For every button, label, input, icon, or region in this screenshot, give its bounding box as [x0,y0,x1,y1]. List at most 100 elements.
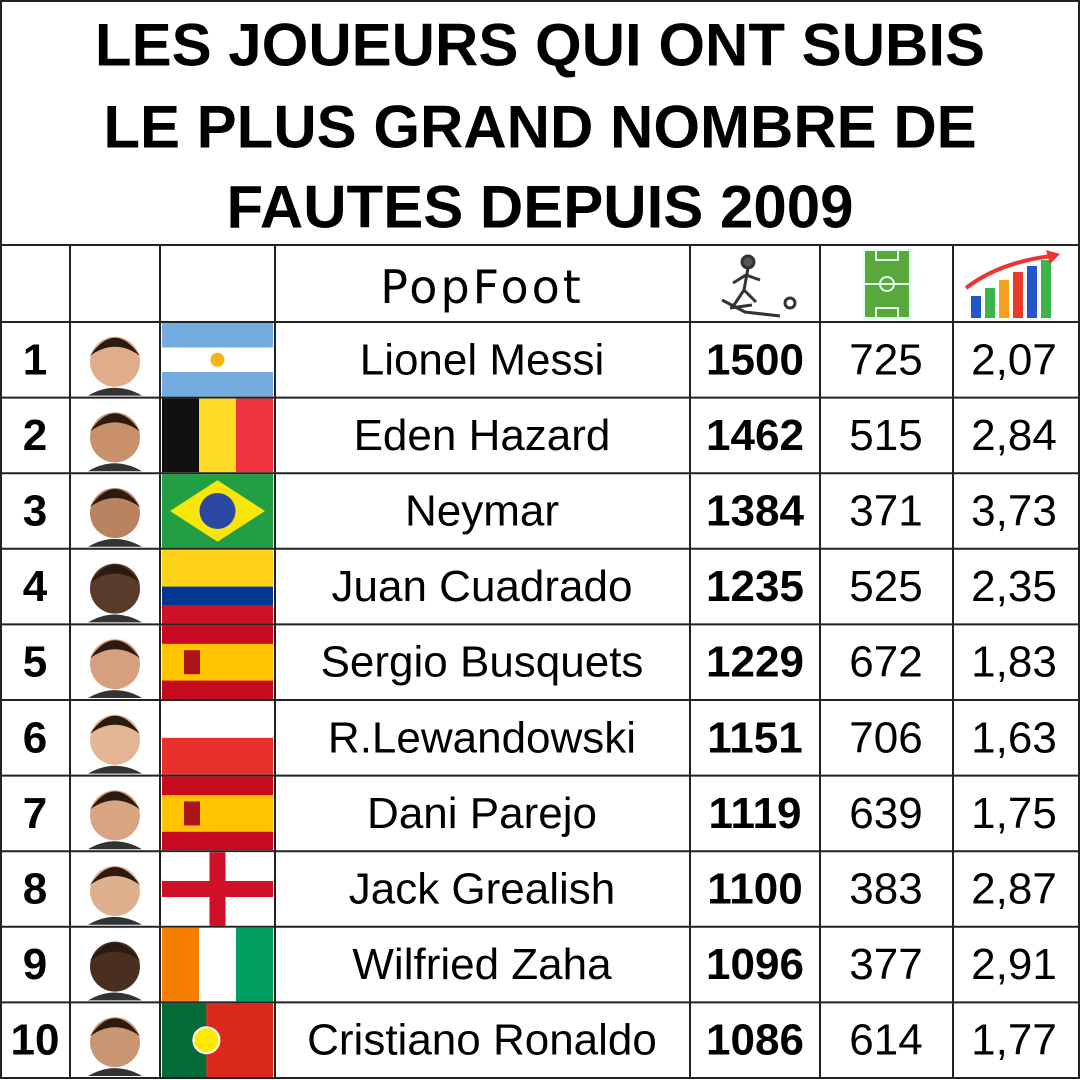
player-photo [88,412,142,472]
face [90,790,140,841]
ratio: 2,84 [971,411,1057,460]
hair [90,1018,140,1037]
player-name: Eden Hazard [354,411,611,460]
fouls: 1229 [706,638,804,687]
player-photo [88,941,142,1001]
shoulders [88,538,142,547]
flag-part [162,605,273,624]
player-name: Cristiano Ronaldo [307,1016,657,1065]
player-photo [88,336,142,396]
player-photo [88,714,142,774]
player-photo [88,790,142,850]
flag-part [184,650,200,675]
hair [90,942,140,961]
title-line: LES JOUEURS QUI ONT SUBIS [95,12,985,79]
matches: 377 [849,940,922,989]
fouls: 1384 [706,487,804,536]
rank: 7 [23,789,47,838]
player-photo [88,563,142,623]
face [90,714,140,765]
flag [162,474,273,548]
flag-part [162,737,273,775]
fouls: 1235 [706,562,804,611]
rank: 1 [23,335,47,384]
matches-icon [863,249,911,319]
flag-part [199,493,236,529]
face [90,1017,140,1068]
flag [162,549,273,624]
face [90,412,140,463]
matches: 371 [849,487,922,536]
matches: 525 [849,562,922,611]
shoulders [88,916,142,925]
shoulders [88,841,142,850]
fouls: 1100 [707,865,802,914]
face [90,639,140,690]
player-name: Jack Grealish [349,865,616,914]
fouls: 1096 [706,940,804,989]
flag-part [162,927,199,1002]
shoulders [88,463,142,472]
flag-part [162,586,273,605]
flag-part [199,927,236,1002]
player-name: Wilfried Zaha [352,940,612,989]
hair [90,640,140,659]
fouls: 1086 [706,1016,804,1065]
player-photo [88,866,142,925]
flag-part [162,701,273,738]
hair [90,715,140,734]
player-name: Juan Cuadrado [332,562,633,611]
hair [90,489,140,507]
shoulders [88,992,142,1001]
matches: 706 [849,713,922,762]
flag-part [162,881,273,897]
player-name: Dani Parejo [367,789,597,838]
flag [162,927,273,1002]
ratio-icon [964,250,1060,318]
hair [90,337,140,356]
fouls: 1462 [706,411,804,460]
rank: 4 [23,562,48,611]
hair [90,413,140,432]
rank: 5 [23,638,47,687]
shoulders [88,765,142,774]
hair [90,867,140,885]
face [90,866,140,916]
flag-part [236,927,273,1002]
ratio: 2,87 [971,865,1057,914]
matches: 614 [849,1016,922,1065]
flag-part [162,549,273,587]
flag-part [236,398,273,473]
ratio: 2,91 [971,940,1057,989]
flag-part [192,1026,221,1055]
rank: 2 [23,411,47,460]
ratio: 2,07 [971,335,1057,384]
rank: 10 [11,1016,60,1065]
rank: 3 [23,487,47,536]
flag [162,852,273,926]
shoulders [88,387,142,396]
shoulders [88,690,142,698]
hair [90,564,140,583]
ratio: 2,35 [971,562,1057,611]
ratio: 3,73 [971,487,1057,536]
matches: 383 [849,865,922,914]
player-name: Sergio Busquets [321,638,644,687]
fouls: 1119 [708,789,801,838]
flag [162,323,273,397]
player-photo [88,488,142,547]
flag [162,776,273,851]
flag-part [162,643,273,681]
player-name: Lionel Messi [360,335,605,384]
flag [162,625,273,699]
fouls-icon [721,254,797,318]
rank: 8 [23,865,47,914]
face [90,563,140,614]
flag [162,398,273,473]
ratio: 1,63 [971,713,1057,762]
player-name: Neymar [405,487,559,536]
title-line: FAUTES DEPUIS 2009 [227,174,854,241]
shoulders [88,614,142,623]
flag [162,1003,273,1077]
